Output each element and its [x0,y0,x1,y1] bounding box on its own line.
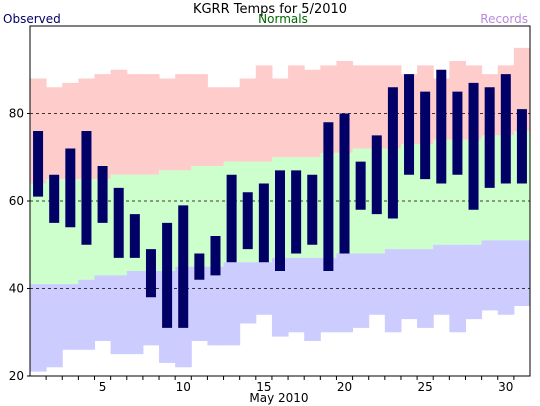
record-low-band-day-30 [497,240,515,315]
observed-bar-day-1 [33,131,44,197]
record-high-band-day-7 [126,74,144,175]
record-low-band-day-14 [239,262,257,324]
observed-bar-day-20 [339,113,350,254]
observed-bar-day-12 [210,236,221,276]
record-low-band-day-25 [417,249,434,328]
record-high-band-day-13 [223,87,241,162]
record-low-band-day-16 [271,257,289,337]
observed-bar-day-3 [65,148,76,228]
record-high-band-day-14 [239,78,257,162]
grid-lines [30,113,530,289]
record-low-band-day-13 [223,262,241,346]
y-tick-label-40: 40 [9,282,24,296]
x-tick-label-20: 20 [337,380,352,394]
observed-bar-day-17 [291,170,302,254]
record-low-band-day-21 [352,253,370,328]
y-tick-label-20: 20 [9,369,24,383]
record-high-band-day-6 [110,69,128,175]
observed-bar-day-2 [49,174,60,223]
observed-bar-day-7 [129,214,140,258]
record-high-band-day-10 [175,74,192,171]
y-tick-label-60: 60 [9,194,24,208]
x-axis: 5 10 15 20 25 30 [45,376,515,394]
observed-bar-day-29 [484,87,495,188]
record-low-band-day-6 [110,275,128,355]
record-high-band-day-16 [271,78,289,158]
observed-bar-day-15 [258,183,269,263]
observed-bar-day-24 [404,74,415,175]
x-tick-label-30: 30 [498,380,513,394]
y-tick-label-80: 80 [9,107,24,121]
record-low-band-day-12 [207,266,225,346]
record-low-band-day-7 [126,271,144,355]
x-tick-label-5: 5 [99,380,107,394]
record-low-band-day-2 [46,284,63,368]
observed-bar-day-21 [355,161,366,210]
normal-band-day-1 [30,183,47,285]
normal-band-day-11 [191,166,208,267]
x-tick-label-25: 25 [418,380,433,394]
observed-bar-day-6 [113,187,124,258]
chart-title: KGRR Temps for 5/2010 [193,2,347,17]
record-high-band-day-21 [352,65,370,149]
normal-band-day-8 [142,174,160,271]
record-low-band-day-20 [336,253,354,333]
record-low-band-day-26 [433,244,450,315]
observed-bar-day-5 [97,166,108,223]
record-low-band-day-29 [481,240,499,311]
record-high-band-day-5 [94,74,112,180]
record-low-band-day-19 [320,257,337,333]
observed-bar-day-30 [500,74,511,184]
legend-records: Records [480,12,528,26]
y-axis: 20 40 60 80 [9,107,30,383]
legend-observed: Observed [3,12,61,26]
observed-bar-day-14 [242,192,253,250]
observed-bar-day-28 [468,82,479,210]
record-low-band-day-17 [288,257,305,333]
observed-bar-day-25 [420,91,431,180]
record-high-band-day-11 [191,74,208,166]
observed-bar-day-22 [371,135,382,215]
observed-bar-day-9 [162,222,173,328]
x-axis-label: May 2010 [249,391,308,405]
observed-bar-day-19 [323,122,334,271]
observed-bar-day-11 [194,253,205,280]
x-tick-label-15: 15 [256,380,271,394]
observed-bar-day-31 [516,109,527,184]
observed-bar-day-26 [436,69,447,184]
record-high-band-day-9 [159,78,176,171]
x-tick-label-10: 10 [176,380,191,394]
record-low-band-day-5 [94,275,112,341]
observed-bar-day-4 [81,131,92,245]
record-low-band-day-1 [30,284,47,372]
record-high-band-day-22 [368,65,386,149]
record-low-band-day-22 [368,253,386,315]
record-low-band-day-18 [304,257,321,341]
observed-bars [33,69,527,328]
record-low-band-day-23 [384,249,402,333]
observed-bar-day-27 [452,91,463,175]
record-low-band-day-3 [62,284,79,350]
record-high-band-day-12 [207,87,225,166]
record-high-band-day-2 [46,87,63,180]
observed-bar-day-18 [307,174,318,245]
observed-bar-day-23 [387,87,398,219]
observed-bar-day-10 [178,205,189,328]
record-high-band-day-17 [288,65,305,158]
observed-bar-day-16 [275,170,285,271]
observed-bar-day-8 [145,249,156,298]
record-low-band-day-24 [400,249,418,320]
record-low-band-day-4 [78,279,96,350]
record-high-band-day-8 [142,74,160,175]
record-low-band-day-28 [465,244,483,320]
legend-normals: Normals [258,12,308,26]
observed-bar-day-13 [226,174,237,263]
record-low-band-day-11 [191,266,208,341]
record-low-band-day-31 [513,240,531,306]
